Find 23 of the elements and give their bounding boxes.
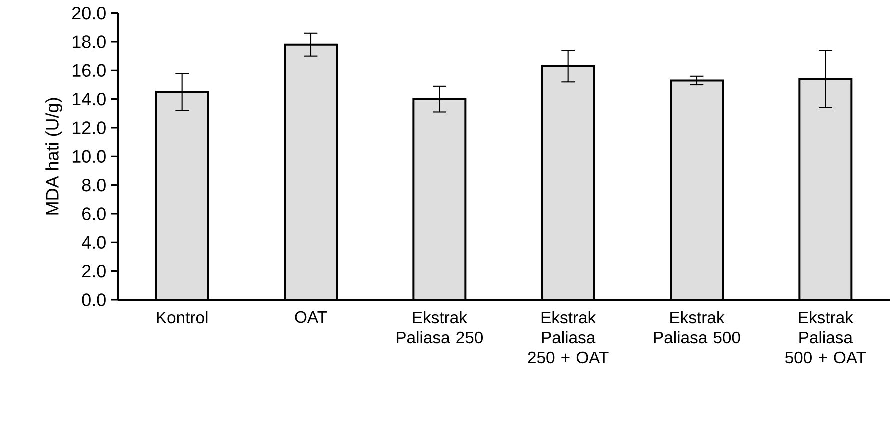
y-tick-label: 20.0	[72, 6, 106, 20]
y-tick-label: 6.0	[82, 208, 106, 220]
y-tick-label: 18.0	[72, 36, 106, 48]
x-tick-label: OAT	[295, 311, 328, 324]
y-tick-label: 4.0	[82, 236, 106, 250]
x-tick-label: Kontrol	[157, 311, 208, 324]
x-tick-label: Ekstrak Paliasa 500	[654, 311, 740, 344]
bar	[156, 92, 208, 300]
y-tick-label: 10.0	[72, 150, 106, 164]
bar	[285, 44, 338, 300]
y-axis-title: MDA hati (U/g)	[46, 98, 62, 215]
x-tick-label: Ekstrak Paliasa 250 + OAT	[528, 311, 609, 364]
bar	[414, 99, 466, 300]
y-tick-label: 2.0	[82, 264, 106, 278]
x-tick-label: Ekstrak Paliasa 250	[397, 311, 483, 344]
y-tick-label: 8.0	[82, 178, 106, 192]
bar	[671, 80, 723, 300]
y-tick-label: 12.0	[72, 122, 106, 134]
bar	[542, 66, 594, 300]
y-tick-label: 16.0	[72, 64, 106, 78]
y-tick-label: 14.0	[72, 92, 106, 106]
y-tick-label: 0.0	[82, 294, 106, 306]
x-tick-label: Ekstrak Paliasa 500 + OAT	[785, 311, 866, 364]
